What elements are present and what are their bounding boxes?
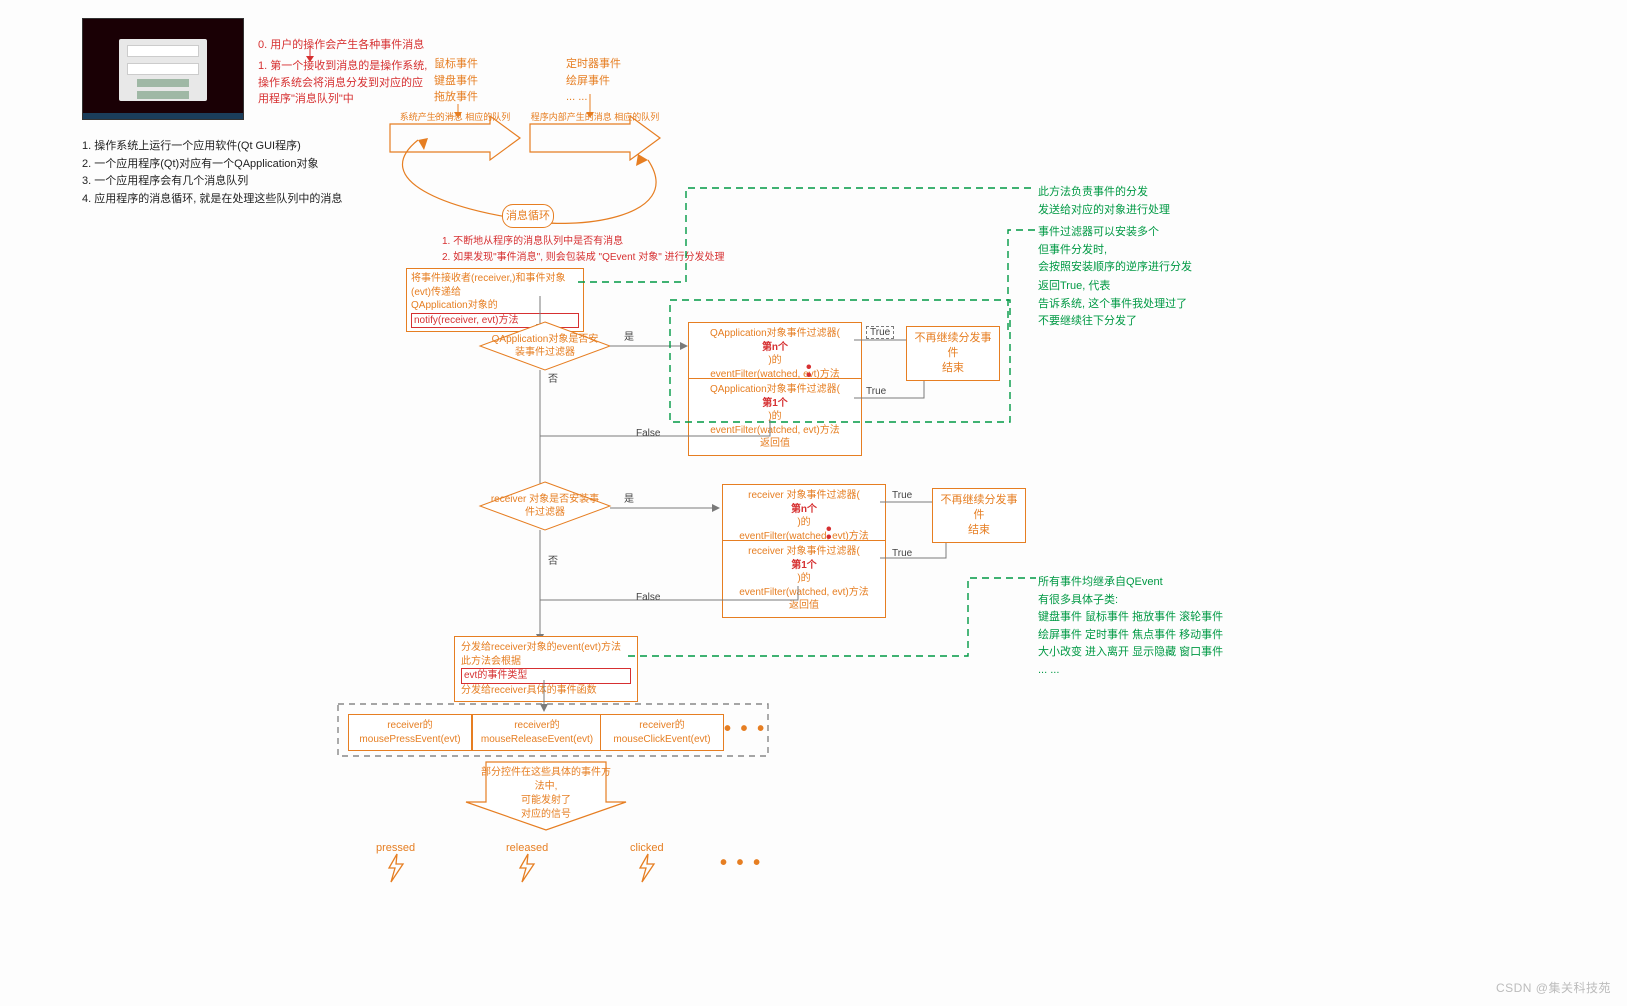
handler-3: receiver的 mouseClickEvent(evt) [600, 714, 724, 751]
handler-2: receiver的 mouseReleaseEvent(evt) [472, 714, 602, 751]
signal-clicked: clicked [630, 842, 664, 885]
green-conn-notify [578, 188, 1048, 308]
bolt-icon [516, 854, 538, 882]
handler-dots: • • • [724, 718, 766, 741]
signal-released: released [506, 842, 548, 885]
msg-loop-label: 消息循环 [502, 204, 554, 228]
label-false-1: False [636, 428, 660, 439]
note-2: 2. 一个应用程序(Qt)对应有一个QApplication对象 [82, 156, 342, 174]
stop-box-2: 不再继续分发事件 结束 [932, 488, 1026, 543]
step-0-note: 0. 用户的操作会产生各种事件消息 [258, 36, 424, 52]
bolt-icon [385, 854, 407, 882]
signal-pressed: pressed [376, 842, 415, 885]
login-thumbnail [82, 18, 244, 120]
diamond-receiver-filter: receiver 对象是否安装事件过滤器 [480, 482, 610, 530]
left-notes: 1. 操作系统上运行一个应用软件(Qt GUI程序) 2. 一个应用程序(Qt)… [82, 138, 342, 208]
handler-1: receiver的 mousePressEvent(evt) [348, 714, 472, 751]
bolt-icon [636, 854, 658, 882]
signal-dots: • • • [720, 852, 762, 875]
conn-d2-right [610, 502, 720, 512]
note-4: 4. 应用程序的消息循环, 就是在处理这些队列中的消息 [82, 191, 342, 209]
green-note-3: 返回True, 代表 告诉系统, 这个事件我处理过了 不要继续往下分发了 [1038, 278, 1187, 331]
note-1: 1. 操作系统上运行一个应用软件(Qt GUI程序) [82, 138, 342, 156]
green-note-2: 事件过滤器可以安装多个 但事件分发时, 会按照安装顺序的逆序进行分发 [1038, 224, 1192, 277]
conn-rcvN-stop [880, 500, 936, 504]
green-note-1: 此方法负责事件的分发 发送给对应的对象进行处理 [1038, 184, 1170, 219]
step-1-note: 1. 第一个接收到消息的是操作系统, 操作系统会将消息分发到对应的应用程序"消息… [258, 58, 428, 108]
green-conn-filters [1008, 230, 1044, 340]
green-note-4: 所有事件均继承自QEvent 有很多具体子类: 键盘事件 鼠标事件 拖放事件 滚… [1038, 574, 1223, 680]
diamond-app-filter: QApplication对象是否安装事件过滤器 [480, 322, 610, 370]
note-3: 3. 一个应用程序会有几个消息队列 [82, 173, 342, 191]
green-conn-qevent [628, 578, 1048, 668]
emit-note: 部分控件在这些具体的事件方法中, 可能发射了 对应的信号 [478, 766, 614, 822]
arrow-step0 [300, 48, 320, 62]
watermark: CSDN @集关科技苑 [1496, 979, 1611, 996]
